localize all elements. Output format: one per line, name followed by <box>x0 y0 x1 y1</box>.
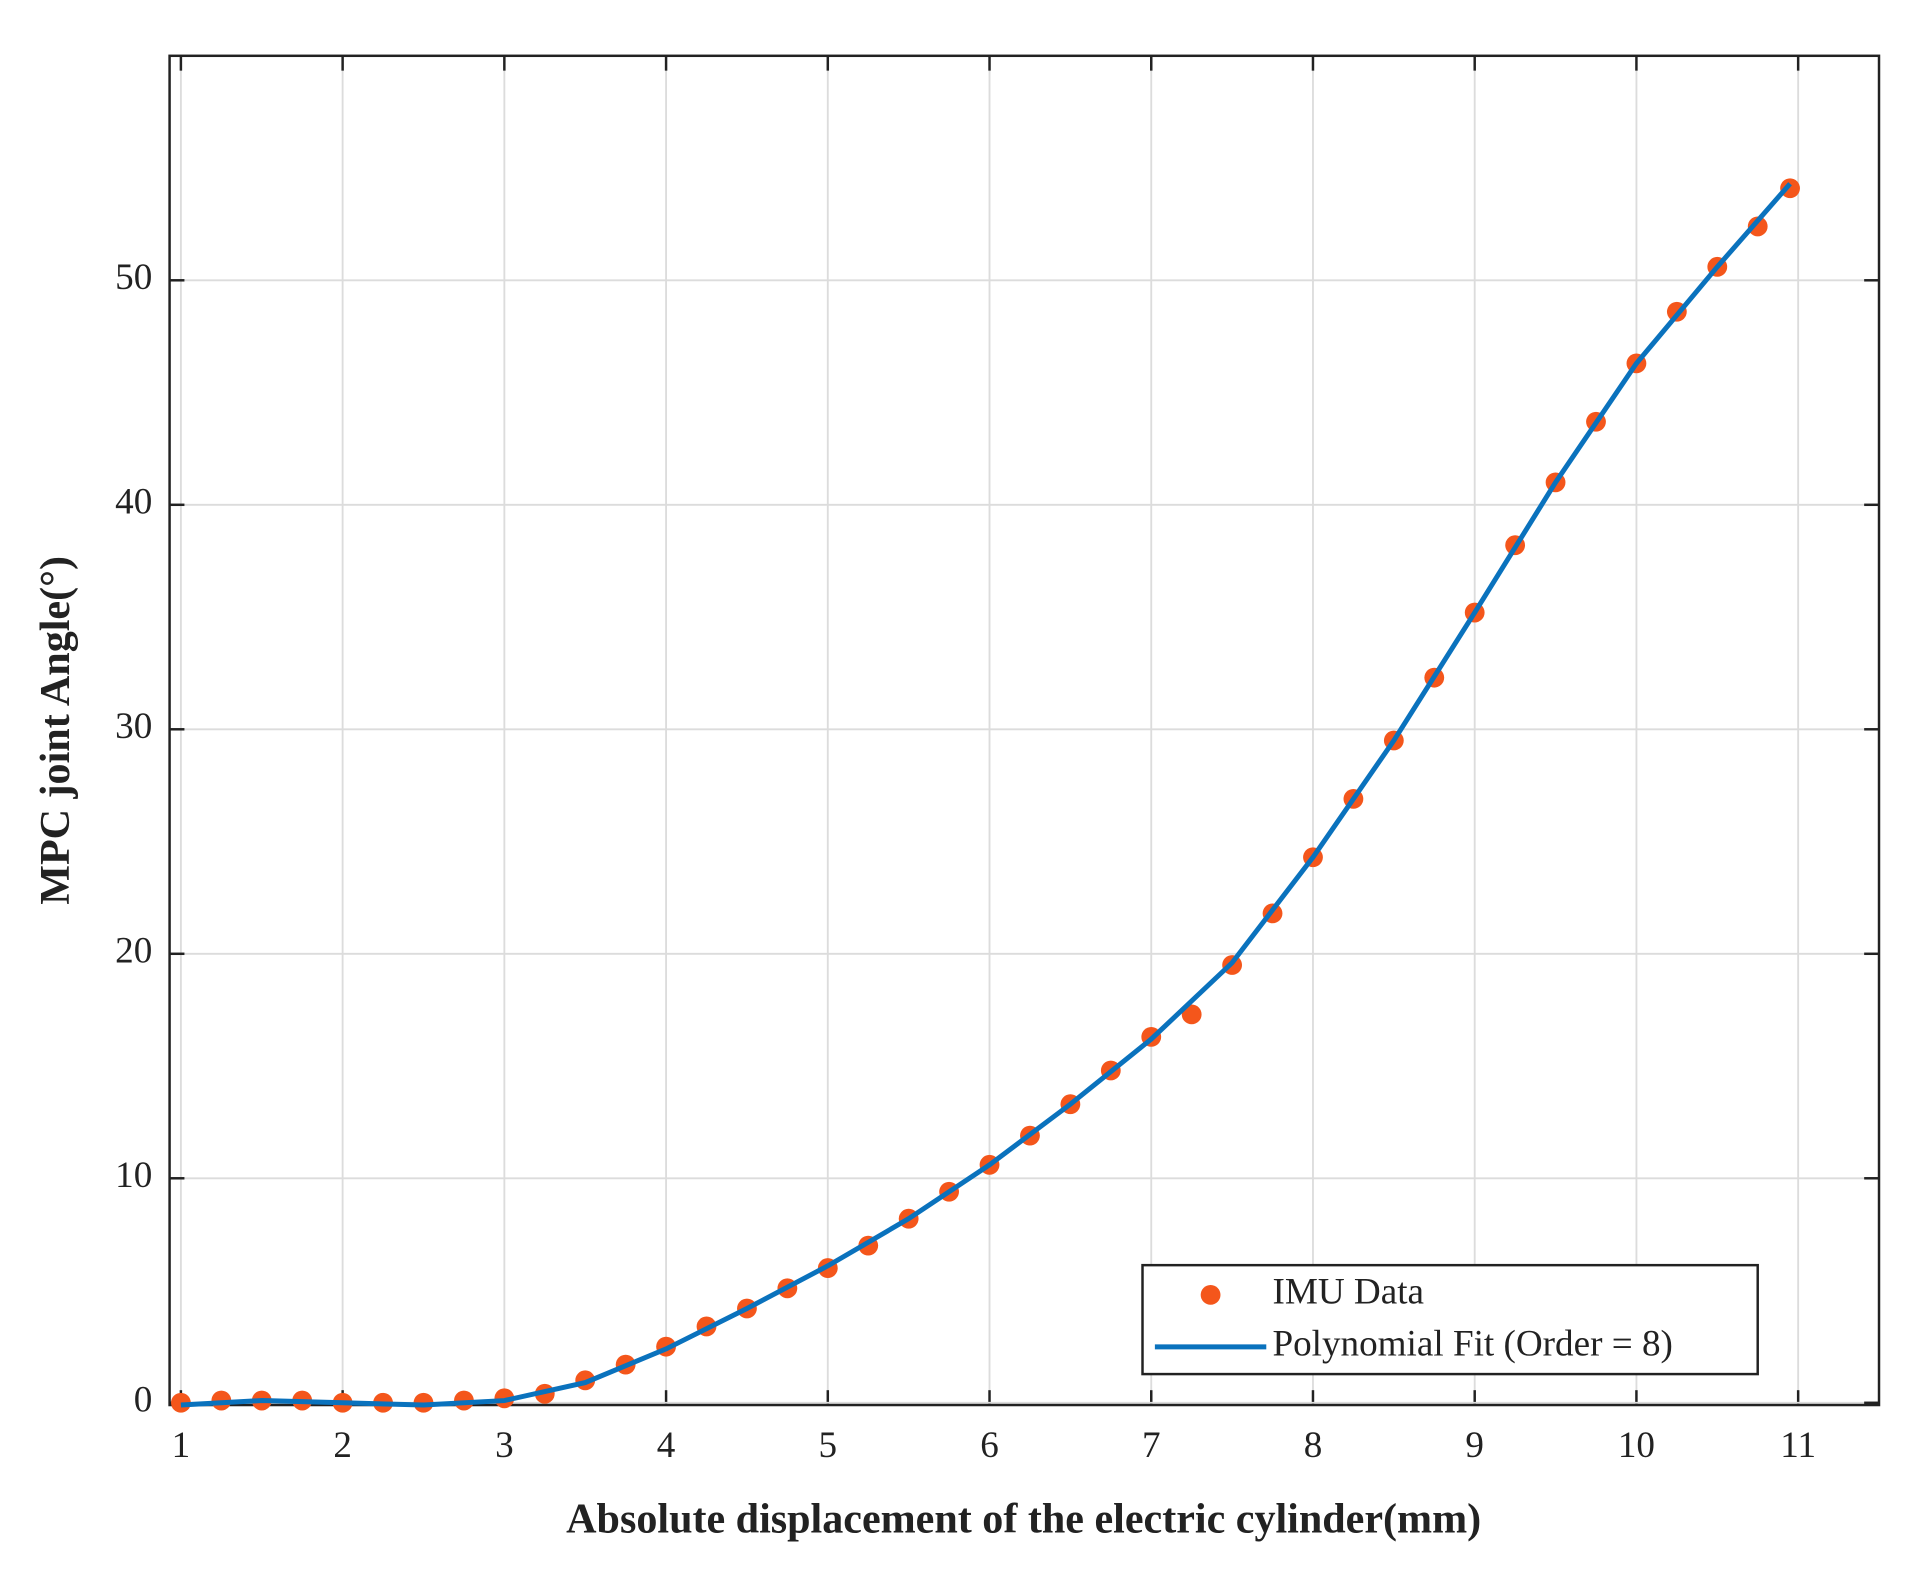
legend-box <box>1141 1263 1759 1376</box>
legend-label: Polynomial Fit (Order = 8) <box>1272 1323 1672 1364</box>
x-tick-label: 10 <box>1618 1425 1655 1466</box>
plot-frame <box>168 54 1881 1407</box>
y-tick-label: 20 <box>115 930 152 971</box>
x-tick-label: 2 <box>333 1425 352 1466</box>
x-tick-label: 1 <box>172 1425 191 1466</box>
x-tick-label: 5 <box>819 1425 838 1466</box>
x-tick-label: 6 <box>980 1425 999 1466</box>
y-axis-label: MPC joint Angle(°) <box>33 556 79 905</box>
y-tick-label: 50 <box>115 257 152 298</box>
legend-symbol <box>1200 1284 1221 1305</box>
y-tick-label: 0 <box>134 1379 153 1420</box>
data-point <box>1181 1004 1202 1025</box>
x-tick-label: 7 <box>1142 1425 1161 1466</box>
legend-label: IMU Data <box>1272 1271 1424 1312</box>
x-tick-label: 3 <box>495 1425 514 1466</box>
data-point <box>1747 216 1768 237</box>
y-tick-label: 30 <box>115 706 152 747</box>
x-tick-label: 8 <box>1304 1425 1323 1466</box>
data-point <box>1780 178 1800 199</box>
y-tick-label: 10 <box>115 1155 152 1196</box>
x-axis-label: Absolute displacement of the electric cy… <box>566 1496 1481 1542</box>
x-tick-label: 9 <box>1465 1425 1484 1466</box>
y-tick-label: 40 <box>115 481 152 522</box>
fit-line <box>180 182 1792 1408</box>
x-tick-label: 4 <box>657 1425 676 1466</box>
x-tick-label: 11 <box>1780 1425 1816 1466</box>
